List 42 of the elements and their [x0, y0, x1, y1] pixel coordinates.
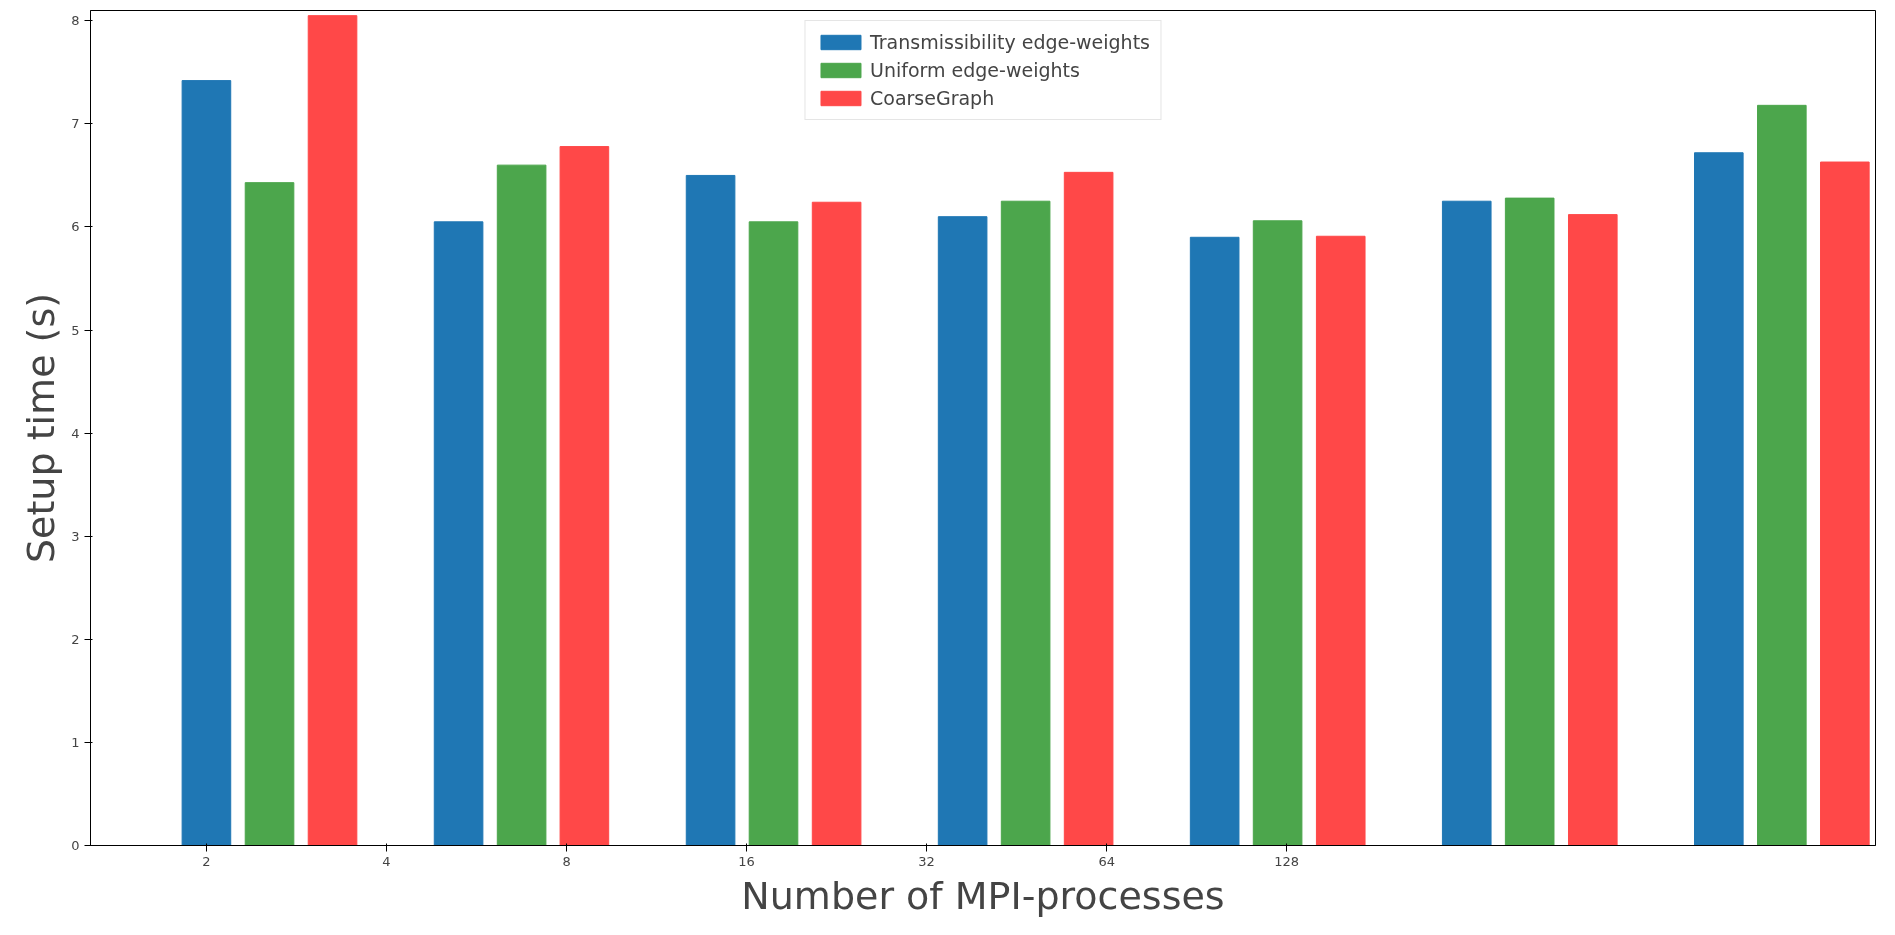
bar [811, 201, 862, 846]
bar [559, 146, 610, 846]
bar [1567, 214, 1618, 846]
bar [1441, 200, 1492, 846]
bar [181, 80, 232, 846]
bar [307, 15, 358, 846]
x-axis-title: Number of MPI-processes [741, 873, 1225, 918]
y-tick-label: 5 [71, 322, 80, 338]
bar [433, 221, 484, 846]
x-tick-label: 32 [918, 853, 935, 869]
bar [1252, 220, 1303, 846]
legend-label: Uniform edge-weights [869, 59, 1080, 81]
x-tick-label: 64 [1098, 853, 1115, 869]
x-tick-label: 128 [1274, 853, 1300, 869]
bar [244, 182, 295, 846]
bar [1189, 236, 1240, 846]
y-tick-label: 2 [71, 631, 80, 647]
x-tick-label: 4 [382, 853, 391, 869]
y-tick-label: 0 [71, 838, 80, 853]
y-tick-label: 7 [71, 116, 80, 132]
bar [1504, 197, 1555, 846]
bar [1000, 200, 1051, 846]
bar [1820, 161, 1870, 846]
bar [496, 164, 547, 846]
y-tick-label: 1 [71, 734, 80, 750]
legend-label: Transmissibility edge-weights [869, 31, 1151, 53]
y-tick-label: 8 [71, 13, 80, 29]
y-tick-label: 4 [71, 425, 80, 441]
bar [1063, 171, 1114, 846]
legend-label: CoarseGraph [869, 87, 995, 109]
bar [748, 221, 799, 846]
bar [1694, 152, 1744, 846]
bar [685, 174, 736, 846]
y-tick-label: 3 [71, 528, 80, 544]
bar [937, 216, 988, 846]
bar [1757, 104, 1807, 846]
y-axis-title: Setup time (s) [19, 292, 64, 564]
x-tick-label: 2 [202, 853, 211, 869]
bar [1315, 235, 1366, 846]
x-tick-label: 8 [562, 853, 571, 869]
x-tick-label: 16 [738, 853, 755, 869]
y-tick-label: 6 [71, 219, 80, 235]
